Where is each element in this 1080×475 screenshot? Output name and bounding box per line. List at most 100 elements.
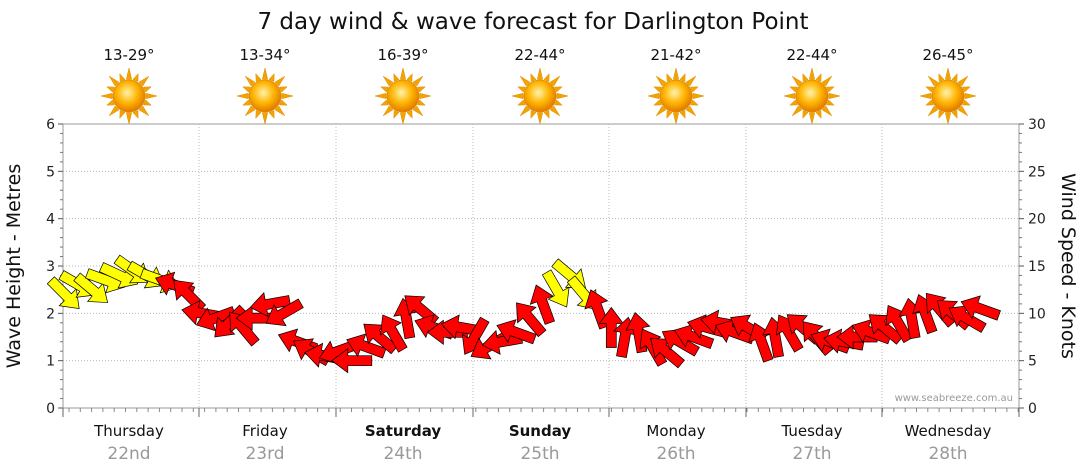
wind-arrow <box>650 337 685 369</box>
date-label: 24th <box>383 444 422 464</box>
sun-ray <box>653 86 662 93</box>
sun-ray <box>692 92 705 100</box>
sun-disc <box>931 79 965 113</box>
temperature-range: 21-42° <box>650 46 701 64</box>
date-label: 22nd <box>107 444 150 464</box>
sun-icon <box>374 67 432 125</box>
sun-ray <box>511 92 524 100</box>
sun-ray <box>653 99 662 106</box>
sun-ray <box>125 112 133 125</box>
sun-disc <box>386 79 420 113</box>
sun-ray <box>957 105 969 117</box>
wind-arrow-shape <box>960 295 1001 321</box>
date-label: 25th <box>520 444 559 464</box>
sun-ray <box>530 110 537 119</box>
day-label: Sunday <box>509 422 572 440</box>
sun-ray <box>808 67 816 80</box>
right-tick-label: 10 <box>1028 306 1046 322</box>
sun-ray <box>938 73 945 82</box>
wind-arrow-shape <box>496 319 537 345</box>
date-label: 26th <box>656 444 695 464</box>
right-tick-label: 15 <box>1028 259 1046 275</box>
gridlines <box>63 124 1019 408</box>
wind-arrow <box>265 298 304 327</box>
sun-ray <box>536 67 544 80</box>
wind-arrow-shape <box>529 284 555 325</box>
wind-arrow-shape <box>249 292 291 318</box>
wind-arrows <box>46 254 1001 374</box>
sun-ray <box>549 105 561 117</box>
sun-ray <box>543 110 550 119</box>
sun-ray <box>106 86 115 93</box>
sun-ray <box>268 73 275 82</box>
sun-ray <box>138 105 150 117</box>
sun-ray <box>279 86 288 93</box>
wind-arrow-shape <box>948 305 987 333</box>
sun-ray <box>927 75 939 87</box>
sun-ray <box>685 75 697 87</box>
sun-ray <box>143 99 152 106</box>
day-label: Monday <box>646 422 705 440</box>
wind-arrow <box>229 311 260 347</box>
sun-ray <box>951 73 958 82</box>
sun-disc <box>248 79 282 113</box>
temperature-range: 22-44° <box>514 46 565 64</box>
sun-ray <box>666 110 673 119</box>
sun-icon <box>783 67 841 125</box>
wind-arrow-shape <box>379 314 408 353</box>
left-tick-label: 3 <box>46 259 55 275</box>
sun-ray <box>380 99 389 106</box>
wind-arrow-shape <box>673 323 715 349</box>
sun-disc <box>112 79 146 113</box>
wind-arrow <box>379 314 408 353</box>
sun-ray <box>393 110 400 119</box>
site-credit: www.seabreeze.com.au <box>895 393 1013 404</box>
wind-arrow <box>73 272 109 303</box>
sun-ray <box>802 73 809 82</box>
sun-ray <box>145 92 158 100</box>
wind-arrow <box>331 348 373 374</box>
sun-ray <box>382 105 394 117</box>
sun-ray <box>925 86 934 93</box>
wind-arrow <box>598 306 624 348</box>
right-y-axis: 0 5 10 15 20 25 30 <box>1019 117 1046 417</box>
sun-ray <box>419 92 432 100</box>
wind-arrow-shape <box>598 306 624 348</box>
wind-arrow-shape <box>195 306 237 332</box>
sun-ray <box>412 105 424 117</box>
sun-ray <box>261 67 269 80</box>
wind-arrow-shape <box>661 328 700 357</box>
sun-ray <box>393 73 400 82</box>
sun-ray <box>530 73 537 82</box>
temperature-range: 22-44° <box>786 46 837 64</box>
wind-arrow <box>541 269 570 308</box>
sun-ray <box>236 92 249 100</box>
sun-ray <box>132 73 139 82</box>
sun-ray <box>919 92 932 100</box>
sun-icon <box>100 67 158 125</box>
day-label: Wednesday <box>905 422 992 440</box>
right-tick-label: 0 <box>1028 401 1037 417</box>
sun-ray <box>268 110 275 119</box>
sun-ray <box>951 110 958 119</box>
wind-arrow <box>516 302 547 338</box>
sun-ray <box>106 99 115 106</box>
sun-ray <box>964 92 977 100</box>
left-tick-label: 0 <box>46 401 55 417</box>
sun-ray <box>274 105 286 117</box>
sun-ray <box>944 112 952 125</box>
sun-ray <box>399 112 407 125</box>
date-label: 28th <box>928 444 967 464</box>
sun-ray <box>519 105 531 117</box>
sun-ray <box>647 92 660 100</box>
sun-icon <box>919 67 977 125</box>
sun-ray <box>554 86 563 93</box>
wind-arrow-shape <box>650 337 685 369</box>
sun-ray <box>655 75 667 87</box>
sun-ray <box>672 67 680 80</box>
sun-ray <box>119 110 126 119</box>
day-label: Thursday <box>93 422 164 440</box>
sun-disc <box>523 79 557 113</box>
sun-ray <box>517 99 526 106</box>
sun-ray <box>679 73 686 82</box>
